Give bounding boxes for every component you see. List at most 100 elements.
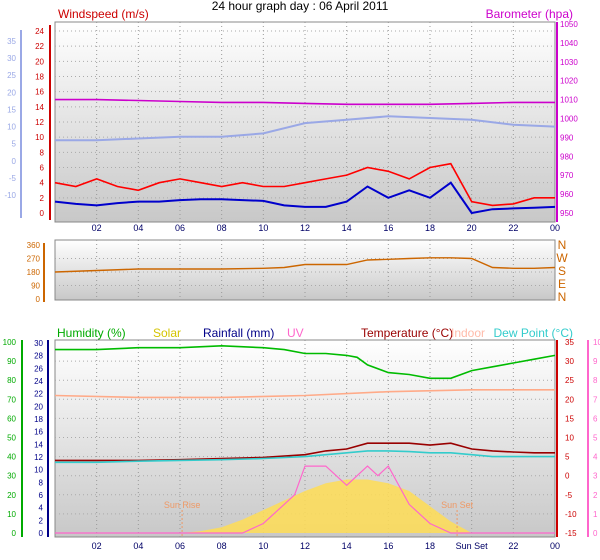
temperature-tick: 0 xyxy=(565,472,570,481)
uv-tick: 9 xyxy=(593,357,598,366)
barometer-tick: 990 xyxy=(560,133,574,142)
dew-point-c-line xyxy=(55,450,555,464)
barometer-tick: 980 xyxy=(560,152,574,161)
humidity-legend: Humidity (%) xyxy=(57,326,126,340)
windspeed-tick: 24 xyxy=(35,27,44,36)
humidity-tick: 30 xyxy=(7,472,16,481)
temperature-tick: 15 xyxy=(565,414,574,423)
climate-xtick: 08 xyxy=(217,541,227,551)
rainfall-tick: 0 xyxy=(39,529,44,538)
gust-line xyxy=(54,181,556,215)
windspeed-tick: 8 xyxy=(40,148,45,157)
wind-xtick: 02 xyxy=(92,223,102,233)
pressure-trend-line xyxy=(55,115,556,142)
humidity-tick: 50 xyxy=(7,434,16,443)
climate-xtick: 12 xyxy=(300,541,310,551)
humidity-line xyxy=(55,344,556,380)
temperature-tick: 20 xyxy=(565,395,574,404)
windspeed-legend: Windspeed (m/s) xyxy=(58,7,149,21)
wind-xtick: 12 xyxy=(300,223,310,233)
uv-legend: UV xyxy=(287,326,304,340)
pressure-trend-tick: 5 xyxy=(12,140,17,149)
climate-xtick: 14 xyxy=(342,541,352,551)
climate-xtick: 10 xyxy=(258,541,268,551)
rainfall-tick: 14 xyxy=(34,440,43,449)
windspeed-tick: 10 xyxy=(35,133,44,142)
uv-tick: 0 xyxy=(593,529,598,538)
climate-xtick: 18 xyxy=(425,541,435,551)
uv-tick: 1 xyxy=(593,510,598,519)
temperature-tick: 5 xyxy=(565,453,570,462)
uv-tick: 3 xyxy=(593,472,598,481)
windspeed-tick: 2 xyxy=(40,194,45,203)
rainfall-tick: 8 xyxy=(39,478,44,487)
climate-xtick: 00 xyxy=(550,541,560,551)
solar-area xyxy=(55,479,555,533)
sunset-label: Sun Set xyxy=(441,500,474,510)
pressure-trend-tick: 10 xyxy=(7,123,16,132)
uv-line xyxy=(55,465,555,534)
wind-xtick: 16 xyxy=(383,223,393,233)
windspeed-tick: 22 xyxy=(35,42,44,51)
barometer-legend: Barometer (hpa) xyxy=(486,7,573,21)
wind-xtick: 04 xyxy=(133,223,143,233)
temperature-tick: -5 xyxy=(565,491,573,500)
uv-tick: 8 xyxy=(593,376,598,385)
windspeed-tick: 6 xyxy=(40,164,45,173)
wind-xtick: 10 xyxy=(258,223,268,233)
rainfall-tick: 20 xyxy=(34,402,43,411)
pressure-trend-tick: 0 xyxy=(12,157,17,166)
rainfall-tick: 10 xyxy=(34,466,43,475)
rainfall-tick: 6 xyxy=(39,491,44,500)
direction-tick: 180 xyxy=(27,268,41,277)
pressure-trend-tick: 20 xyxy=(7,88,16,97)
climate-xtick: 04 xyxy=(133,541,143,551)
rainfall-tick: 18 xyxy=(34,415,43,424)
wind-direction-line xyxy=(54,257,556,273)
uv-tick: 6 xyxy=(593,414,598,423)
temperature-tick: 10 xyxy=(565,434,574,443)
compass-label: W xyxy=(556,251,568,265)
temperature-legend: Temperature (°C) xyxy=(361,326,453,340)
windspeed-tick: 16 xyxy=(35,88,44,97)
graph-title: 24 hour graph day : 06 April 2011 xyxy=(212,0,389,13)
temperature-humidity-panel: Humidity (%) Solar Rainfall (mm) UV Temp… xyxy=(3,326,600,551)
barometer-tick: 970 xyxy=(560,171,574,180)
pressure-trend-tick: -10 xyxy=(4,191,16,200)
pressure-trend-tick: 35 xyxy=(7,37,16,46)
humidity-tick: 10 xyxy=(7,510,16,519)
barometer-tick: 950 xyxy=(560,209,574,218)
barometer-tick: 1030 xyxy=(560,58,578,67)
humidity-tick: 70 xyxy=(7,395,16,404)
uv-tick: 5 xyxy=(593,434,598,443)
climate-xtick: 22 xyxy=(508,541,518,551)
wind-pressure-panel: Windspeed (m/s) Barometer (hpa) -10 -5 0 5 1… xyxy=(4,7,578,233)
rainfall-tick: 24 xyxy=(34,377,43,386)
wind-xtick: 06 xyxy=(175,223,185,233)
temperature-tick: 35 xyxy=(565,338,574,347)
uv-tick: 7 xyxy=(593,395,598,404)
climate-xtick: Sun Set xyxy=(456,541,489,551)
compass-label: N xyxy=(558,238,567,252)
rainfall-tick: 16 xyxy=(34,428,43,437)
wind-xtick: 00 xyxy=(550,223,560,233)
windspeed-tick: 4 xyxy=(40,179,45,188)
direction-tick: 360 xyxy=(27,241,41,250)
temperature-tick: 30 xyxy=(565,357,574,366)
barometer-tick: 1020 xyxy=(560,77,578,86)
rainfall-tick: 12 xyxy=(34,453,43,462)
rainfall-tick: 30 xyxy=(34,339,43,348)
climate-xtick: 06 xyxy=(175,541,185,551)
wind-xtick: 20 xyxy=(467,223,477,233)
wind-xtick: 22 xyxy=(508,223,518,233)
wind-xtick: 18 xyxy=(425,223,435,233)
direction-tick: 270 xyxy=(27,255,41,264)
uv-tick: 2 xyxy=(593,491,598,500)
uv-tick: 4 xyxy=(593,453,598,462)
windspeed-tick: 18 xyxy=(35,73,44,82)
rainfall-tick: 2 xyxy=(39,516,44,525)
windspeed-tick: 12 xyxy=(35,118,44,127)
humidity-tick: 80 xyxy=(7,376,16,385)
